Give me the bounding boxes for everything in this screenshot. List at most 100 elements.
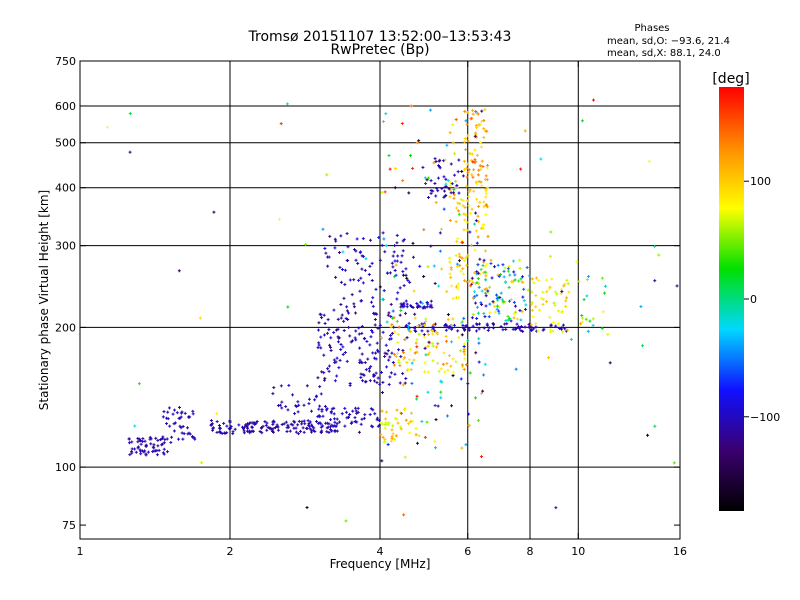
data-point (383, 423, 387, 427)
data-point (437, 284, 441, 288)
data-point (419, 300, 423, 304)
data-point (393, 372, 397, 376)
data-point (518, 266, 522, 270)
data-point (434, 194, 438, 198)
data-point (477, 337, 481, 341)
data-point (377, 236, 381, 240)
data-point (565, 328, 569, 332)
data-point (293, 412, 297, 416)
data-point (218, 431, 222, 435)
data-point (165, 450, 169, 454)
data-point (371, 425, 375, 429)
data-point (522, 299, 526, 303)
data-point (415, 302, 419, 306)
data-point (409, 304, 413, 308)
data-point (395, 233, 399, 237)
data-point (354, 338, 358, 342)
data-point (474, 229, 478, 233)
data-point (426, 265, 430, 269)
data-point (325, 173, 329, 177)
data-point (436, 404, 440, 408)
data-point (443, 370, 447, 374)
data-point (474, 219, 478, 223)
data-point (472, 271, 476, 275)
data-point (162, 441, 166, 445)
data-point (348, 334, 352, 338)
data-point (317, 343, 321, 347)
data-point (407, 324, 411, 328)
data-point (423, 435, 427, 439)
data-point (477, 123, 481, 127)
data-point (345, 259, 349, 263)
data-point (548, 285, 552, 289)
chart-subtitle: RwPretec (Bp) (330, 42, 429, 58)
data-point (459, 197, 463, 201)
data-point (463, 352, 467, 356)
data-point (263, 420, 267, 424)
data-point (445, 414, 449, 418)
data-point (328, 425, 332, 429)
data-point (477, 285, 481, 289)
data-point (320, 370, 324, 374)
data-point (470, 152, 474, 156)
data-point (291, 393, 295, 397)
data-point (602, 291, 606, 295)
data-point (496, 298, 500, 302)
data-point (454, 254, 458, 258)
data-point (456, 209, 460, 213)
data-point (247, 421, 251, 425)
data-point (411, 255, 415, 259)
data-point (531, 315, 535, 319)
data-point (398, 381, 402, 385)
data-point (399, 355, 403, 359)
data-point (545, 300, 549, 304)
data-point (326, 318, 330, 322)
data-point (448, 195, 452, 199)
data-point (318, 421, 322, 425)
data-point (438, 231, 442, 235)
data-point (467, 190, 471, 194)
data-point (426, 333, 430, 337)
data-point (454, 179, 458, 183)
data-point (480, 119, 484, 123)
data-point (173, 408, 177, 412)
data-point (342, 296, 346, 300)
data-point (534, 321, 538, 325)
data-point (439, 390, 443, 394)
data-point (128, 112, 132, 116)
data-point (360, 267, 364, 271)
data-point (368, 343, 372, 347)
data-point (475, 197, 479, 201)
data-point (503, 266, 507, 270)
data-point (657, 253, 661, 257)
data-point (374, 357, 378, 361)
data-point (390, 316, 394, 320)
data-point (481, 264, 485, 268)
data-point (148, 435, 152, 439)
data-point (425, 301, 429, 305)
data-point (345, 232, 349, 236)
data-point (484, 195, 488, 199)
data-point (351, 409, 355, 413)
data-point (434, 418, 438, 422)
data-point (310, 409, 314, 413)
data-point (427, 340, 431, 344)
data-point (482, 127, 486, 131)
data-point (383, 250, 387, 254)
data-point (483, 315, 487, 319)
data-point (304, 426, 308, 430)
data-point (393, 330, 397, 334)
data-point (398, 364, 402, 368)
data-point (380, 243, 384, 247)
data-point (440, 187, 444, 191)
y-tick-label: 600 (55, 100, 76, 113)
data-point (391, 424, 395, 428)
data-point (400, 411, 404, 415)
data-point (162, 410, 166, 414)
colorbar-ticks: 100 0 −100 (744, 175, 780, 424)
data-point (491, 300, 495, 304)
data-point (462, 168, 466, 172)
data-point (456, 237, 460, 241)
data-point (426, 176, 430, 180)
data-point (431, 327, 435, 331)
